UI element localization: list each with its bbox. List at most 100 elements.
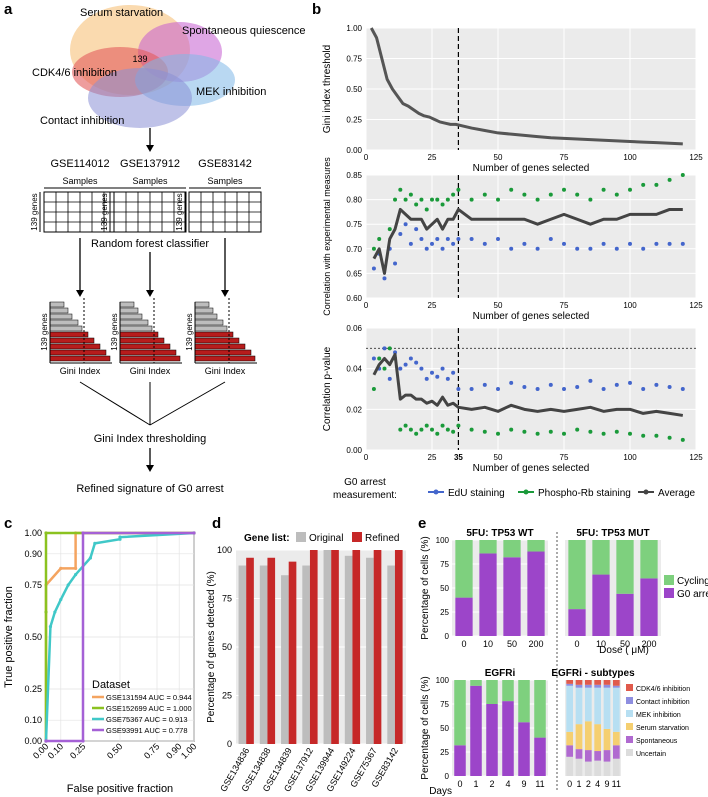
point-edu-staining — [496, 236, 500, 241]
bar-refined — [288, 561, 297, 744]
legend-key-subtype — [626, 684, 633, 691]
gini-bar-selected — [194, 331, 234, 338]
gini-bar-selected — [49, 331, 89, 338]
x-axis-label: Number of genes selected — [473, 311, 590, 322]
gini-bar-selected — [194, 355, 256, 362]
point-phospho-rb-staining — [628, 431, 632, 436]
point-edu-staining — [414, 227, 419, 232]
gini-bar — [119, 301, 135, 308]
point-edu-staining — [451, 370, 456, 375]
point-phospho-rb-staining — [575, 192, 580, 197]
legend-label-subtype: Spontaneous — [636, 738, 678, 745]
y-axis-label: Percentage of genes detected (%) — [206, 571, 217, 723]
x-tick-label: 0 — [364, 301, 369, 310]
x-tick-label: 0.10 — [46, 741, 65, 760]
point-phospho-rb-staining — [398, 427, 403, 432]
threshold-label: Gini Index thresholding — [94, 433, 207, 445]
legend-key-point — [523, 489, 529, 495]
arrowhead-venn — [146, 145, 154, 152]
y-tick-label: 25 — [440, 608, 449, 617]
panel-label-c: c — [4, 515, 12, 532]
series-line-average — [372, 352, 684, 417]
point-edu-staining — [440, 366, 445, 371]
roc-point-2 — [53, 610, 57, 614]
y-tick-label: 100 — [436, 676, 450, 685]
y-axis-label: Gini index threshold — [322, 45, 333, 133]
x-tick-label: 10 — [483, 639, 493, 649]
stack-cycling — [455, 540, 473, 598]
x-tick-label: 50 — [494, 153, 503, 162]
y-axis-label: Percentage of cells (%) — [420, 536, 431, 639]
y-tick-label: 0.65 — [346, 269, 362, 278]
stack-contact-inhibition — [594, 684, 602, 688]
venn-contact — [88, 68, 192, 128]
y-axis-label: True positive fraction — [3, 586, 15, 688]
bar-original — [344, 555, 353, 744]
stack-uncertain — [594, 760, 602, 776]
y-axis-label: Correlation p-value — [322, 346, 333, 431]
stack-uncertain — [575, 758, 583, 776]
y-tick-label: 0.25 — [24, 684, 42, 694]
stack-g0-arrested — [455, 597, 473, 636]
stack-contact-inhibition — [612, 685, 620, 688]
stack-g0-arrested — [454, 745, 466, 776]
point-edu-staining — [445, 236, 450, 241]
gini-label-0: Gini Index — [60, 366, 101, 376]
point-phospho-rb-staining — [562, 187, 566, 192]
merge-line-2 — [149, 381, 226, 426]
gini-bar-selected — [194, 349, 252, 356]
plot-bg — [366, 175, 696, 298]
point-edu-staining — [509, 380, 514, 385]
legend-label-3: GSE93991 AUC = 0.778 — [106, 726, 188, 735]
y-tick-label: 100 — [436, 536, 450, 545]
point-phospho-rb-staining — [680, 173, 685, 177]
stack-spontaneous — [575, 749, 583, 759]
panel-label-d: d — [212, 515, 221, 532]
x-tick-label: 100 — [623, 453, 637, 462]
x-tick-label: 0 — [364, 453, 369, 462]
point-edu-staining — [548, 382, 553, 387]
x-tick-label: 25 — [428, 153, 437, 162]
gini-bar-selected — [119, 349, 177, 356]
roc-point-2 — [66, 583, 70, 587]
point-phospho-rb-staining — [548, 429, 553, 434]
dataset-label-2: GSE83142 — [198, 158, 252, 170]
x-tick-label: 100 — [623, 301, 637, 310]
point-phospho-rb-staining — [371, 387, 376, 391]
point-edu-staining — [667, 384, 672, 389]
x-tick-label: 0 — [364, 153, 369, 162]
genes-label-1: 139 genes — [100, 193, 109, 230]
legend-key-point — [433, 489, 439, 495]
roc-point-1 — [44, 531, 48, 535]
point-phospho-rb-staining — [456, 187, 461, 192]
stack-cycling — [502, 680, 514, 702]
point-phospho-rb-staining — [424, 423, 429, 428]
gini-bar-selected — [194, 343, 246, 350]
point-edu-staining — [445, 376, 450, 381]
point-phospho-rb-staining — [451, 192, 456, 197]
samples-label-0: Samples — [62, 176, 98, 186]
x-tick-label: 1.00 — [179, 741, 198, 760]
point-edu-staining — [371, 266, 376, 271]
point-edu-staining — [371, 356, 376, 361]
point-phospho-rb-staining — [614, 192, 619, 197]
stack-cdk4-6-inhibition — [612, 680, 620, 686]
point-edu-staining — [522, 384, 527, 389]
point-edu-staining — [575, 246, 580, 251]
point-phospho-rb-staining — [377, 236, 382, 241]
stack-g0-arrested — [640, 578, 658, 636]
panel-label-b: b — [312, 1, 321, 18]
point-edu-staining — [424, 376, 429, 381]
point-phospho-rb-staining — [430, 427, 434, 432]
y-tick-label: 0.02 — [346, 405, 362, 414]
stack-spontaneous — [584, 750, 592, 762]
stack-mek-inhibition — [612, 687, 620, 732]
stack-uncertain — [566, 756, 574, 776]
legend-label-0: EdU staining — [448, 488, 505, 499]
panel-d: d Gene list: Original Refined0255075100GSE… — [206, 515, 406, 793]
stack-cycling — [486, 680, 498, 704]
legend-label-1: GSE152699 AUC = 1.000 — [106, 704, 192, 713]
point-edu-staining — [509, 246, 514, 251]
bar-refined — [352, 550, 361, 744]
